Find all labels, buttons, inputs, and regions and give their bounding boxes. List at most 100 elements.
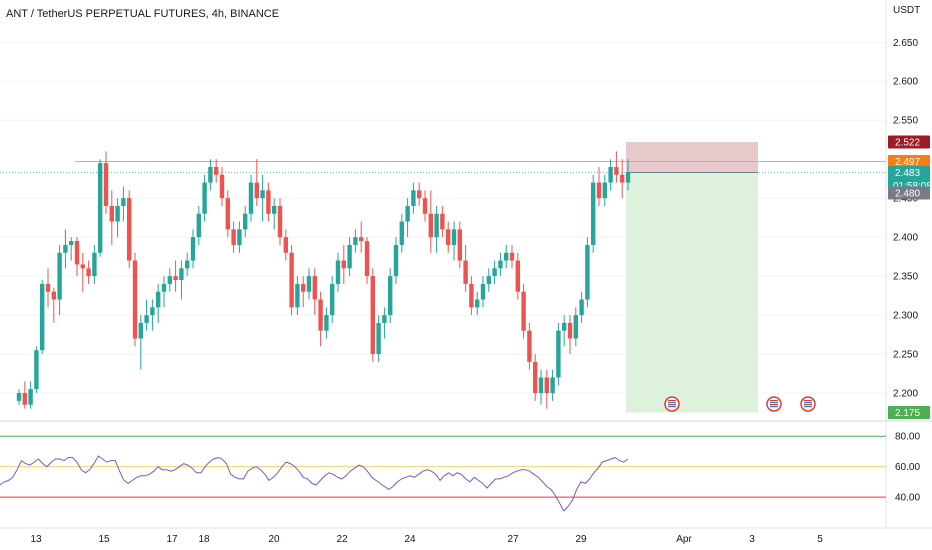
candle-body xyxy=(243,213,248,230)
price-tag-bg xyxy=(888,135,930,149)
candle-body xyxy=(312,276,317,300)
price-tag-label: 2.483 xyxy=(895,168,920,179)
candle-body xyxy=(591,182,596,245)
candle-body xyxy=(359,237,364,242)
candle xyxy=(138,315,143,370)
candle-body xyxy=(544,377,549,394)
candle xyxy=(469,276,474,316)
candle-body xyxy=(585,244,590,300)
candle-body xyxy=(388,276,393,316)
candle-body xyxy=(353,237,358,245)
time-tick-label: 3 xyxy=(749,534,755,545)
candle-body xyxy=(330,283,335,316)
candle-body xyxy=(364,241,370,277)
time-tick-label: 18 xyxy=(198,534,210,545)
price-tag-label: 2.522 xyxy=(895,138,920,149)
candle-body xyxy=(422,198,428,214)
price-tag-label: 2.175 xyxy=(895,408,920,419)
candles xyxy=(16,151,631,409)
candle-body xyxy=(63,244,68,253)
candle xyxy=(127,190,132,269)
candle xyxy=(150,299,155,331)
candle xyxy=(538,369,544,405)
candle xyxy=(463,244,468,292)
candle-body xyxy=(620,174,625,183)
time-axis[interactable]: 13 15 17 18 20 22 24 27 29 Apr 3 5 xyxy=(30,534,823,545)
take-profit-zone xyxy=(626,172,758,413)
candle xyxy=(376,315,381,362)
rsi-line xyxy=(0,455,629,512)
candle-body xyxy=(550,377,555,394)
flag-icon-stripe xyxy=(770,400,778,402)
flag-icon-stripe xyxy=(804,406,812,408)
candle xyxy=(411,182,416,214)
flag-icon xyxy=(766,396,782,412)
price-axis[interactable]: 2.6502.6002.5502.4502.4002.3502.3002.250… xyxy=(888,38,932,504)
flag-icon-stripe xyxy=(770,402,778,404)
candle xyxy=(167,268,172,292)
time-tick-label: 15 xyxy=(98,534,110,545)
candle xyxy=(614,151,619,183)
flag-icon-stripe xyxy=(668,402,676,404)
candle xyxy=(63,229,68,269)
candle-body xyxy=(196,213,201,238)
candle xyxy=(190,229,196,269)
grid xyxy=(0,0,932,529)
flag-icon-stripe xyxy=(804,402,812,404)
candle xyxy=(115,198,120,238)
time-tick-label: 20 xyxy=(268,534,280,545)
candle xyxy=(364,237,370,284)
candle-body xyxy=(150,307,155,316)
price-tick-label: 2.550 xyxy=(893,116,918,127)
candle xyxy=(295,276,300,316)
candle-body xyxy=(103,163,109,206)
candle xyxy=(208,159,213,191)
candle xyxy=(283,229,288,261)
candle xyxy=(515,252,520,300)
flag-icon-stripe xyxy=(668,406,676,408)
candle xyxy=(498,252,503,277)
candle-body xyxy=(324,315,329,331)
candle-body xyxy=(573,315,578,339)
candle xyxy=(277,198,283,245)
candle-body xyxy=(515,260,520,292)
price-tick-label: 2.650 xyxy=(893,38,918,49)
candle xyxy=(399,213,404,253)
candle-body xyxy=(127,198,132,261)
price-tick-label: 2.400 xyxy=(893,233,918,244)
candle-body xyxy=(28,389,33,405)
candle xyxy=(34,346,39,394)
candle xyxy=(103,151,109,214)
position-zones xyxy=(626,142,758,413)
candle-body xyxy=(614,166,619,175)
candle-body xyxy=(237,229,242,245)
candle-body xyxy=(533,361,538,394)
price-tick-label: 2.300 xyxy=(893,311,918,322)
candle xyxy=(353,229,358,253)
candle-body xyxy=(405,205,410,222)
time-tick-label: 13 xyxy=(30,534,42,545)
price-tag-label: 2.497 xyxy=(895,157,920,168)
candle-body xyxy=(463,260,468,284)
candle-body xyxy=(156,291,161,308)
candle-body xyxy=(34,350,39,390)
rsi-level-label: 60.00 xyxy=(895,462,920,473)
candle xyxy=(156,283,161,323)
candle xyxy=(544,369,549,409)
candle xyxy=(179,260,184,300)
flag-icon-stripe xyxy=(804,400,812,402)
candle xyxy=(196,205,201,245)
candle xyxy=(324,307,329,339)
candle xyxy=(272,198,277,230)
candle-body xyxy=(521,291,526,331)
candle-body xyxy=(451,229,457,245)
flag-icon-stripe xyxy=(770,404,778,406)
candle xyxy=(573,307,578,347)
candle-body xyxy=(393,244,399,277)
candle-body xyxy=(602,182,607,199)
candle xyxy=(121,186,126,222)
chart-title: ANT / TetherUS PERPETUAL FUTURES, 4h, BI… xyxy=(6,8,280,20)
price-tag-bg xyxy=(888,186,930,200)
candle-body xyxy=(225,198,230,230)
